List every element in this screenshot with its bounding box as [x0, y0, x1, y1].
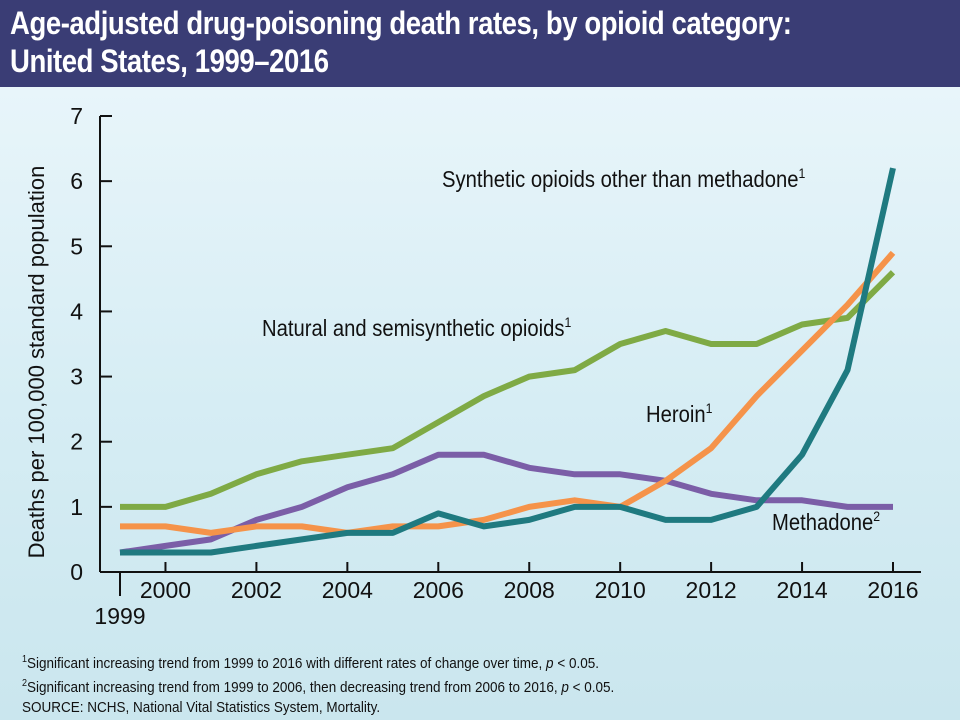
y-tick-label: 3	[70, 364, 83, 390]
y-tick-label: 0	[70, 559, 83, 585]
series-label-2: Heroin1	[646, 400, 712, 427]
chart-title: Age-adjusted drug-poisoning death rates,…	[10, 4, 818, 80]
source-note: SOURCE: NCHS, National Vital Statistics …	[22, 699, 381, 716]
series-label-1: Methadone2	[772, 508, 880, 535]
footnote-1-end: < 0.05.	[553, 655, 599, 672]
footnote-2: 2Significant increasing trend from 1999 …	[22, 674, 850, 698]
series-label-superscript: 1	[799, 165, 806, 181]
x-tick-label: 2008	[504, 577, 555, 603]
x-tick-label: 2012	[686, 577, 737, 603]
x-tick-label: 2010	[595, 577, 646, 603]
x-tick-label: 2006	[413, 577, 464, 603]
footnote-2-text: Significant increasing trend from 1999 t…	[27, 679, 562, 696]
series-labels: Natural and semisynthetic opioids1Methad…	[262, 165, 880, 535]
series-line-3	[120, 167, 896, 556]
series-label-name: Natural and semisynthetic opioids	[262, 315, 565, 342]
x-tick-label: 1999	[94, 603, 145, 629]
series-label-3: Synthetic opioids other than methadone1	[442, 165, 805, 192]
x-tick-label: 2014	[776, 577, 827, 603]
footnote-1: 1Significant increasing trend from 1999 …	[22, 650, 850, 674]
footnote-2-p: p	[561, 679, 569, 696]
chart-title-line2: United States, 1999–2016	[10, 43, 329, 79]
footnote-1-p: p	[546, 655, 554, 672]
series-label-0: Natural and semisynthetic opioids1	[262, 314, 571, 341]
series-label-superscript: 1	[706, 400, 713, 416]
footnote-1-mark: 1	[22, 654, 28, 665]
y-tick-label: 1	[70, 494, 83, 520]
x-tick-label: 2016	[867, 577, 918, 603]
x-tick-label: 2004	[322, 577, 373, 603]
chart-header: Age-adjusted drug-poisoning death rates,…	[0, 0, 960, 87]
footnote-2-mark: 2	[22, 678, 28, 689]
y-axis-title: Deaths per 100,000 standard population	[24, 166, 49, 559]
series-lines	[119, 167, 896, 556]
series-label-superscript: 2	[873, 508, 880, 524]
x-tick-label: 2000	[140, 577, 191, 603]
series-label-name: Methadone	[772, 509, 873, 536]
chart-panel	[0, 87, 960, 720]
series-line-2	[120, 250, 896, 536]
x-tick-label: 2002	[231, 577, 282, 603]
y-tick-label: 7	[70, 103, 83, 129]
series-label-name: Synthetic opioids other than methadone	[442, 166, 799, 193]
footnote-2-end: < 0.05.	[568, 679, 615, 696]
footnotes: 1Significant increasing trend from 1999 …	[22, 650, 850, 718]
y-tick-label: 2	[70, 429, 83, 455]
y-tick-label: 6	[70, 168, 83, 194]
series-line-1	[119, 451, 893, 556]
footnote-1-text: Significant increasing trend from 1999 t…	[27, 655, 547, 672]
series-label-superscript: 1	[565, 314, 572, 330]
series-label-name: Heroin	[646, 401, 706, 428]
y-tick-label: 4	[70, 298, 83, 324]
series-line-0	[120, 270, 896, 510]
y-tick-label: 5	[70, 233, 83, 259]
chart-title-line1: Age-adjusted drug-poisoning death rates,…	[10, 5, 792, 41]
